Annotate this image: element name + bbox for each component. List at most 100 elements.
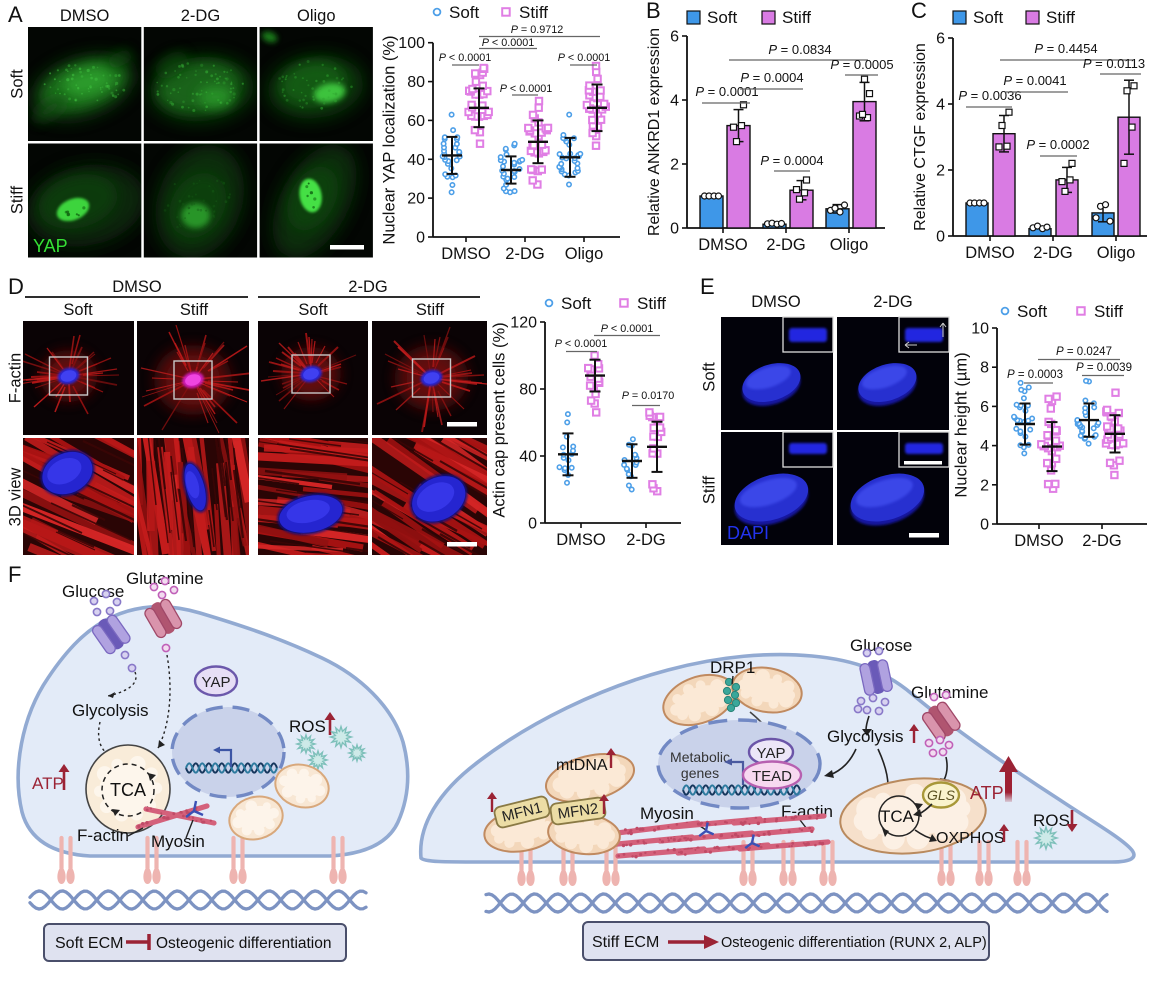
svg-text:F-actin: F-actin xyxy=(6,353,24,403)
svg-text:2-DG: 2-DG xyxy=(505,245,544,263)
svg-text:DMSO: DMSO xyxy=(965,244,1015,262)
svg-text:P < 0.0001: P < 0.0001 xyxy=(500,83,553,95)
svg-text:Glycolysis: Glycolysis xyxy=(827,727,904,746)
svg-text:B: B xyxy=(646,0,661,23)
svg-text:Stiff: Stiff xyxy=(8,186,26,215)
svg-text:P = 0.0004: P = 0.0004 xyxy=(760,153,823,168)
svg-text:F-actin: F-actin xyxy=(77,826,129,845)
svg-text:P < 0.0001: P < 0.0001 xyxy=(558,52,611,64)
svg-text:P = 0.0039: P = 0.0039 xyxy=(1076,362,1132,374)
svg-text:P = 0.0004: P = 0.0004 xyxy=(740,70,803,85)
svg-text:A: A xyxy=(8,2,23,27)
svg-text:Oligo: Oligo xyxy=(830,236,869,254)
svg-text:DMSO: DMSO xyxy=(751,293,801,311)
svg-text:Metabolic: Metabolic xyxy=(670,749,730,765)
svg-text:P = 0.0003: P = 0.0003 xyxy=(1007,369,1063,381)
svg-text:DRP1: DRP1 xyxy=(710,658,755,677)
svg-text:Stiff: Stiff xyxy=(782,8,811,27)
svg-text:YAP: YAP xyxy=(202,674,231,691)
svg-text:ATP: ATP xyxy=(32,774,64,793)
svg-text:DAPI: DAPI xyxy=(727,523,769,543)
svg-text:ROS: ROS xyxy=(289,717,326,736)
svg-text:P < 0.0001: P < 0.0001 xyxy=(439,52,492,64)
svg-text:Stiff: Stiff xyxy=(1094,302,1123,321)
svg-text:YAP: YAP xyxy=(757,745,786,762)
svg-text:Nuclear YAP localization (%): Nuclear YAP localization (%) xyxy=(380,35,398,244)
svg-text:Stiff: Stiff xyxy=(416,301,445,319)
svg-text:2: 2 xyxy=(936,163,945,180)
svg-text:60: 60 xyxy=(407,113,425,130)
svg-text:Stiff ECM: Stiff ECM xyxy=(592,934,659,951)
svg-text:80: 80 xyxy=(407,74,425,91)
svg-text:DMSO: DMSO xyxy=(556,531,606,549)
svg-text:Oligo: Oligo xyxy=(565,245,604,263)
svg-text:Stiff: Stiff xyxy=(519,3,548,22)
svg-text:mtDNA: mtDNA xyxy=(556,757,608,774)
svg-text:Glycolysis: Glycolysis xyxy=(72,701,149,720)
svg-text:P = 0.0001: P = 0.0001 xyxy=(695,84,758,99)
svg-text:6: 6 xyxy=(670,29,679,46)
svg-text:Myosin: Myosin xyxy=(151,832,205,851)
svg-text:Relative CTGF expression: Relative CTGF expression xyxy=(912,43,929,231)
svg-text:P = 0.0036: P = 0.0036 xyxy=(958,88,1021,103)
svg-text:Relative ANKRD1 expression: Relative ANKRD1 expression xyxy=(646,28,663,236)
svg-text:Nuclear height (µm): Nuclear height (µm) xyxy=(952,352,970,497)
svg-text:P = 0.0002: P = 0.0002 xyxy=(1026,137,1089,152)
svg-text:3D view: 3D view xyxy=(6,468,24,527)
svg-text:P = 0.0170: P = 0.0170 xyxy=(622,390,675,402)
svg-text:DMSO: DMSO xyxy=(60,7,110,25)
svg-text:40: 40 xyxy=(407,152,425,169)
svg-text:Soft: Soft xyxy=(1017,302,1048,321)
svg-text:Soft: Soft xyxy=(63,301,93,319)
svg-text:0: 0 xyxy=(670,221,679,238)
svg-text:120: 120 xyxy=(510,315,537,332)
svg-text:Stiff: Stiff xyxy=(180,301,209,319)
svg-text:C: C xyxy=(911,0,927,23)
svg-text:P = 0.0041: P = 0.0041 xyxy=(1003,73,1066,88)
svg-text:TEAD: TEAD xyxy=(752,768,792,785)
svg-text:Stiff: Stiff xyxy=(637,294,666,313)
svg-text:P = 0.0113: P = 0.0113 xyxy=(1083,56,1145,71)
svg-text:Soft: Soft xyxy=(8,69,26,99)
svg-text:P < 0.0001: P < 0.0001 xyxy=(482,37,535,49)
svg-text:20: 20 xyxy=(407,191,425,208)
svg-text:0: 0 xyxy=(936,229,945,246)
svg-text:Glutamine: Glutamine xyxy=(911,683,988,702)
svg-text:ATP: ATP xyxy=(970,783,1004,803)
svg-text:8: 8 xyxy=(980,360,989,377)
svg-text:MFN2: MFN2 xyxy=(557,800,600,823)
svg-text:10: 10 xyxy=(971,321,989,338)
svg-text:Soft: Soft xyxy=(298,301,328,319)
svg-text:Stiff: Stiff xyxy=(1046,8,1075,27)
svg-text:D: D xyxy=(8,274,24,299)
svg-text:P = 0.0247: P = 0.0247 xyxy=(1056,346,1112,358)
svg-text:DMSO: DMSO xyxy=(1014,532,1064,550)
svg-text:40: 40 xyxy=(519,449,537,466)
svg-text:2-DG: 2-DG xyxy=(1033,244,1072,262)
svg-text:Soft: Soft xyxy=(449,3,480,22)
svg-text:P < 0.0001: P < 0.0001 xyxy=(555,338,608,350)
svg-text:DMSO: DMSO xyxy=(112,278,162,296)
svg-text:Oligo: Oligo xyxy=(297,7,336,25)
svg-text:0: 0 xyxy=(416,230,425,247)
svg-text:2-DG: 2-DG xyxy=(1082,532,1121,550)
svg-text:P < 0.0001: P < 0.0001 xyxy=(601,323,654,335)
svg-text:Soft ECM: Soft ECM xyxy=(55,935,123,952)
svg-text:Soft: Soft xyxy=(561,294,592,313)
svg-text:80: 80 xyxy=(519,382,537,399)
svg-text:Soft: Soft xyxy=(973,8,1004,27)
svg-text:genes: genes xyxy=(681,765,719,781)
svg-text:4: 4 xyxy=(980,438,989,455)
svg-text:TCA: TCA xyxy=(880,807,915,826)
svg-text:P = 0.4454: P = 0.4454 xyxy=(1034,41,1097,56)
svg-text:Soft: Soft xyxy=(707,8,738,27)
svg-text:Stiff: Stiff xyxy=(700,476,718,505)
svg-text:2-DG: 2-DG xyxy=(181,7,220,25)
svg-text:100: 100 xyxy=(398,35,425,52)
svg-text:6: 6 xyxy=(980,399,989,416)
svg-text:DMSO: DMSO xyxy=(698,236,748,254)
svg-text:E: E xyxy=(700,274,715,299)
svg-text:P = 0.0005: P = 0.0005 xyxy=(830,57,893,72)
svg-text:Oligo: Oligo xyxy=(1097,244,1136,262)
svg-text:DMSO: DMSO xyxy=(441,245,491,263)
